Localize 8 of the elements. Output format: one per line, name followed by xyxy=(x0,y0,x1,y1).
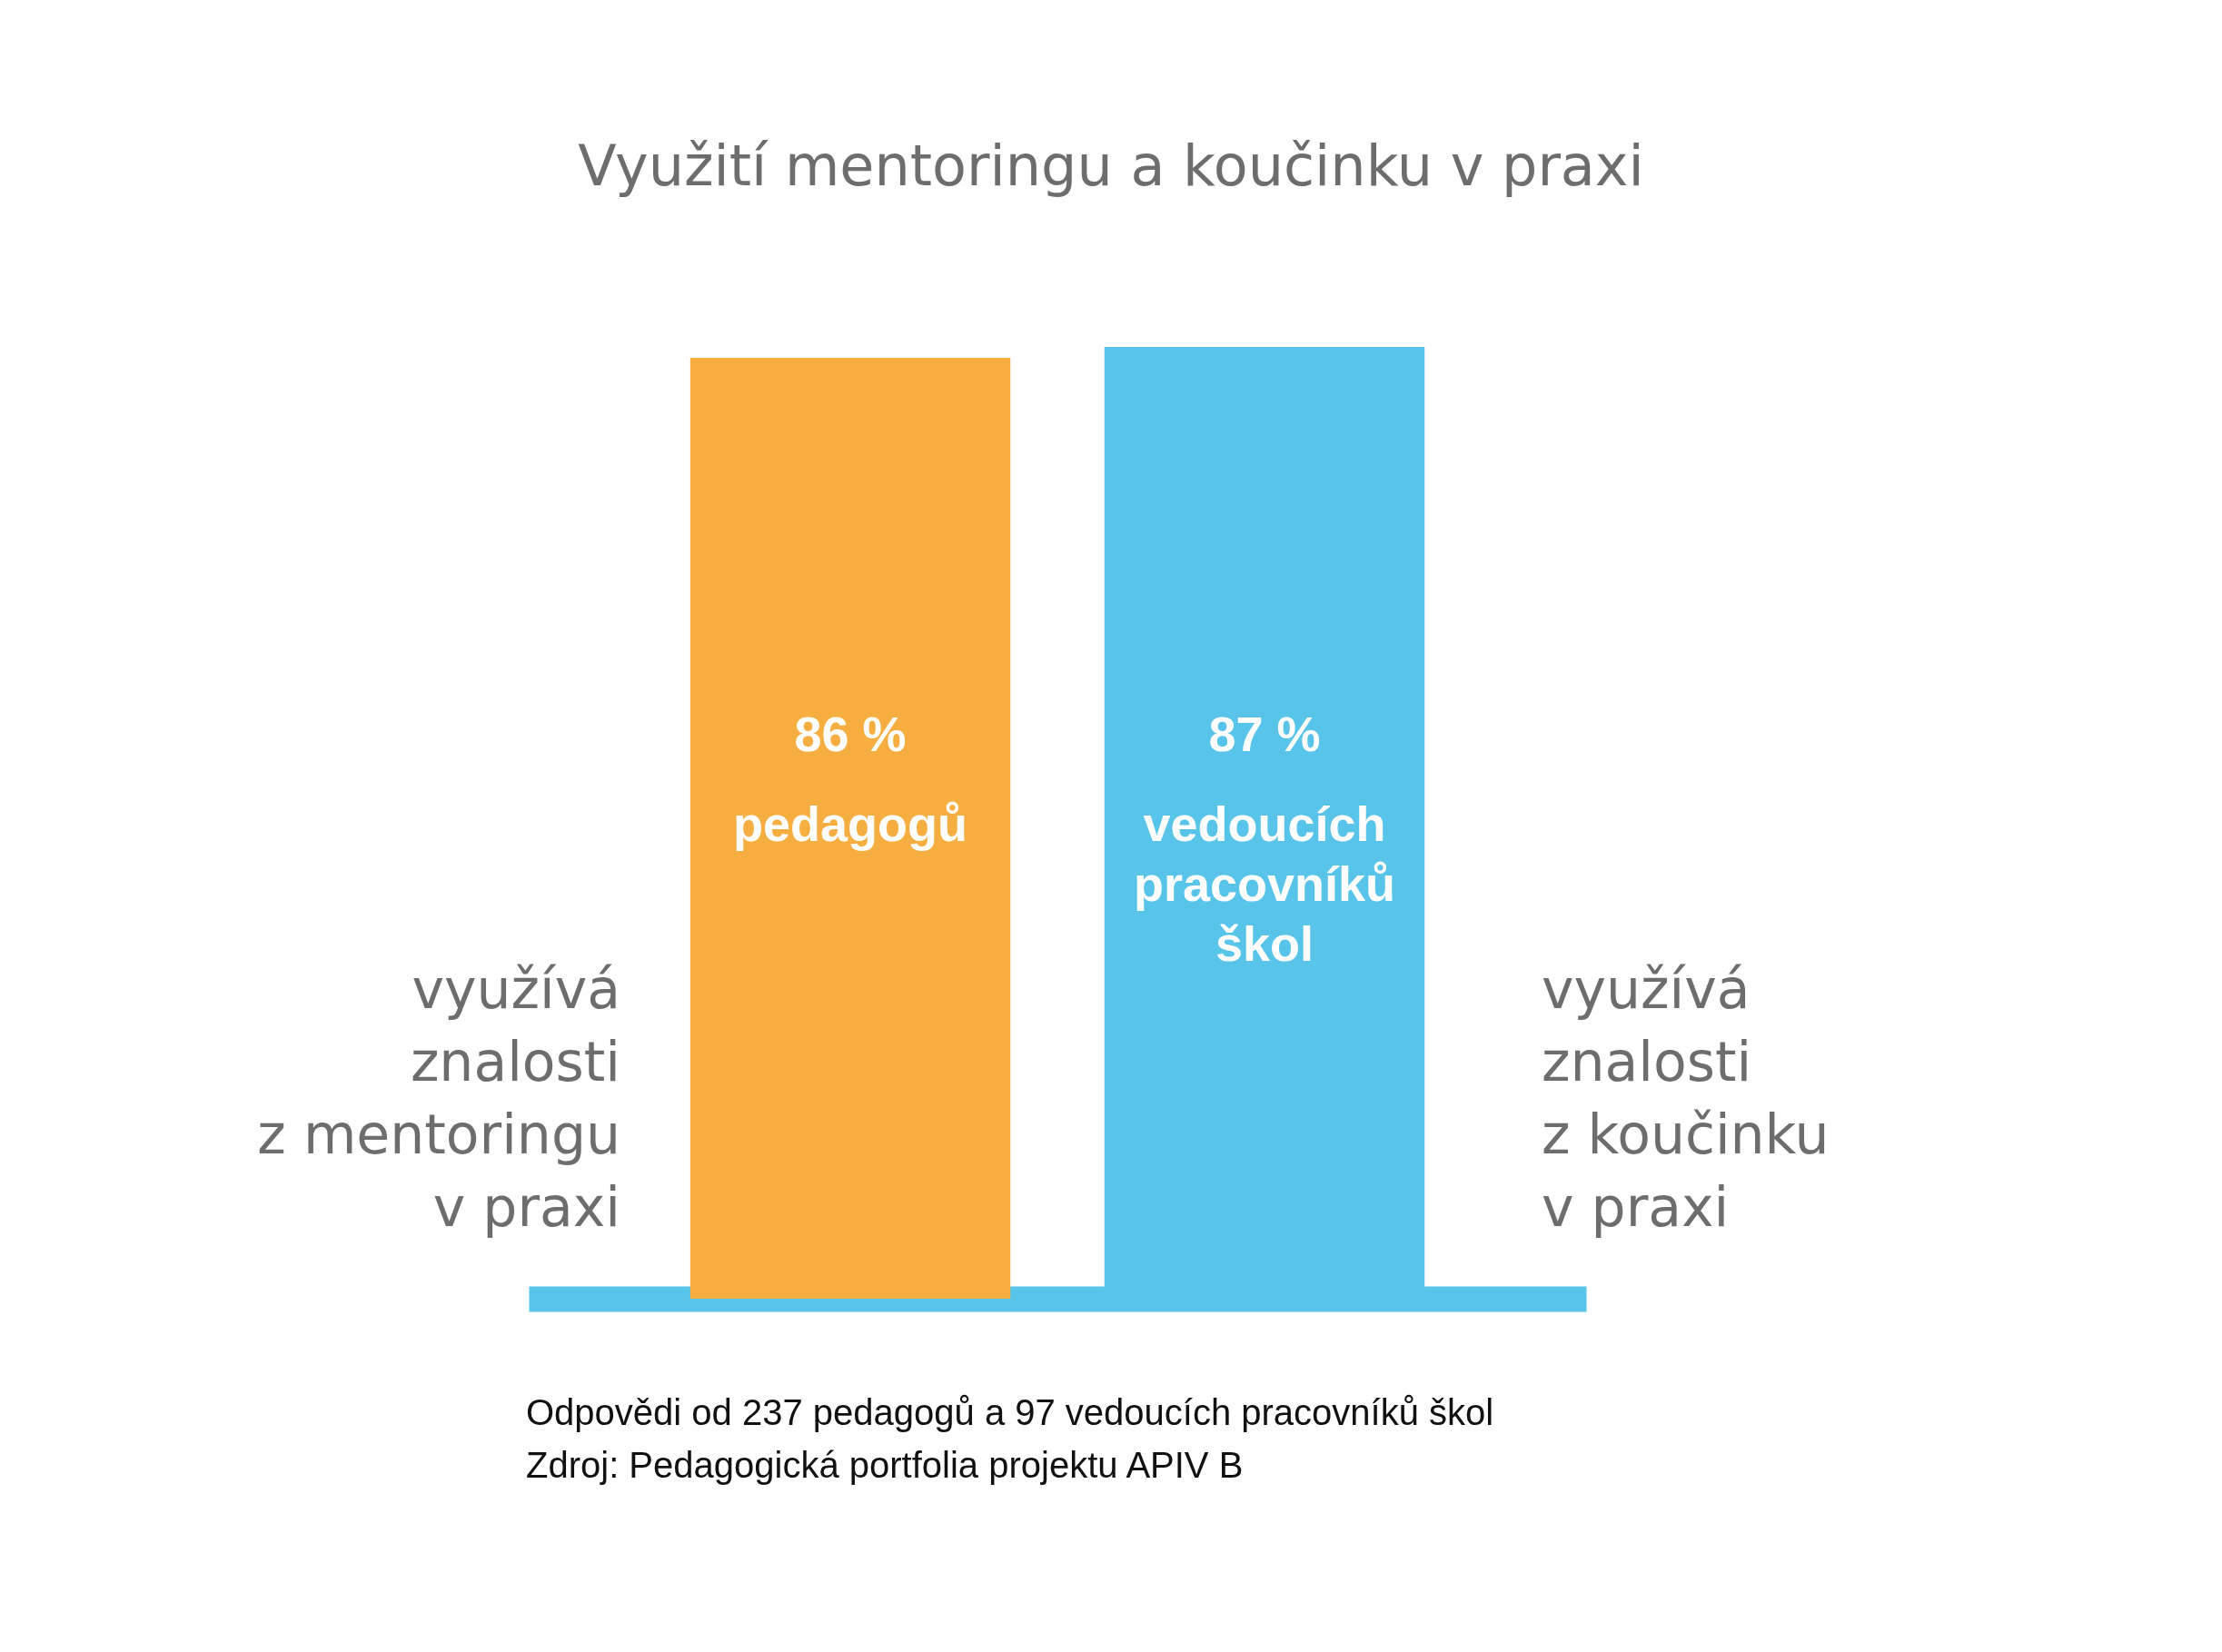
data-label: 87 % xyxy=(1208,707,1321,761)
annotation: využívá znalosti z mentoringu v praxi xyxy=(257,957,620,1239)
data-label: 86 % xyxy=(794,707,907,761)
text: Odpovědi od 237 pedagogů a 97 vedoucích pracovníků škol Zdroj: Pedagogická portfolia projektu APIV B xyxy=(526,1392,1494,1485)
chart-title: Využití mentoringu a koučinku v praxi xyxy=(578,133,1644,199)
annotation: využívá znalosti z koučinku v praxi xyxy=(1542,957,1830,1239)
x-tick-label: vedoucích pracovníků škol xyxy=(1133,796,1396,971)
x-tick-label: pedagogů xyxy=(733,796,968,851)
